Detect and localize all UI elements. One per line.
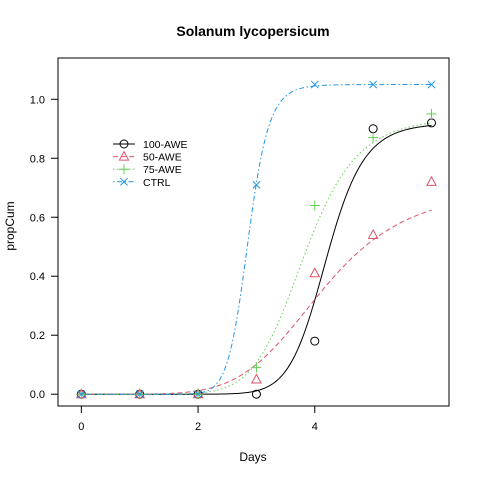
legend-label: 50-AWE <box>143 152 182 164</box>
y-axis: 0.0 0.2 0.4 0.6 0.8 1.0 <box>30 94 59 401</box>
point-75-awe <box>251 362 262 373</box>
x-tick-label: 4 <box>312 421 318 433</box>
plot-frame <box>57 57 450 407</box>
y-tick-label: 0.6 <box>30 212 45 224</box>
legend-marker <box>119 139 129 149</box>
legend-label: CTRL <box>143 177 171 189</box>
legend-label: 75-AWE <box>143 164 182 176</box>
point-ctrl <box>252 180 261 189</box>
point-75-awe <box>426 109 437 120</box>
data-points <box>75 80 437 400</box>
curve-75-awe <box>81 122 432 395</box>
point-ctrl <box>194 390 203 399</box>
curve-ctrl <box>81 84 432 395</box>
point-75-awe <box>309 200 320 211</box>
legend-marker <box>119 164 129 175</box>
legend-marker <box>120 177 128 186</box>
fitted-curves <box>81 84 432 395</box>
y-tick-label: 1.0 <box>30 94 45 106</box>
point-50-awe <box>250 373 262 384</box>
y-tick-label: 0.4 <box>30 271 45 283</box>
x-axis-label: Days <box>239 450 266 464</box>
point-50-awe <box>426 175 437 186</box>
y-tick-label: 0.0 <box>30 389 45 401</box>
point-100-awe <box>368 124 378 134</box>
point-100-awe <box>310 336 320 346</box>
x-axis: 0 2 4 <box>78 405 318 433</box>
y-tick-label: 0.2 <box>30 330 45 342</box>
curve-100-awe <box>81 124 432 395</box>
y-tick-label: 0.8 <box>30 153 45 165</box>
point-75-awe <box>368 132 379 143</box>
point-ctrl <box>369 80 378 89</box>
point-50-awe <box>367 228 379 239</box>
y-axis-label: propCum <box>3 201 17 250</box>
chart-title: Solanum lycopersicum <box>176 23 329 39</box>
point-100-awe <box>251 389 261 399</box>
point-ctrl <box>310 80 319 89</box>
point-ctrl <box>427 80 436 89</box>
legend-label: 100-AWE <box>143 139 188 151</box>
point-50-awe <box>309 267 321 278</box>
legend-marker <box>118 150 130 161</box>
x-tick-label: 2 <box>195 421 201 433</box>
point-ctrl <box>135 390 144 399</box>
point-ctrl <box>77 390 86 399</box>
x-tick-label: 0 <box>78 421 84 433</box>
